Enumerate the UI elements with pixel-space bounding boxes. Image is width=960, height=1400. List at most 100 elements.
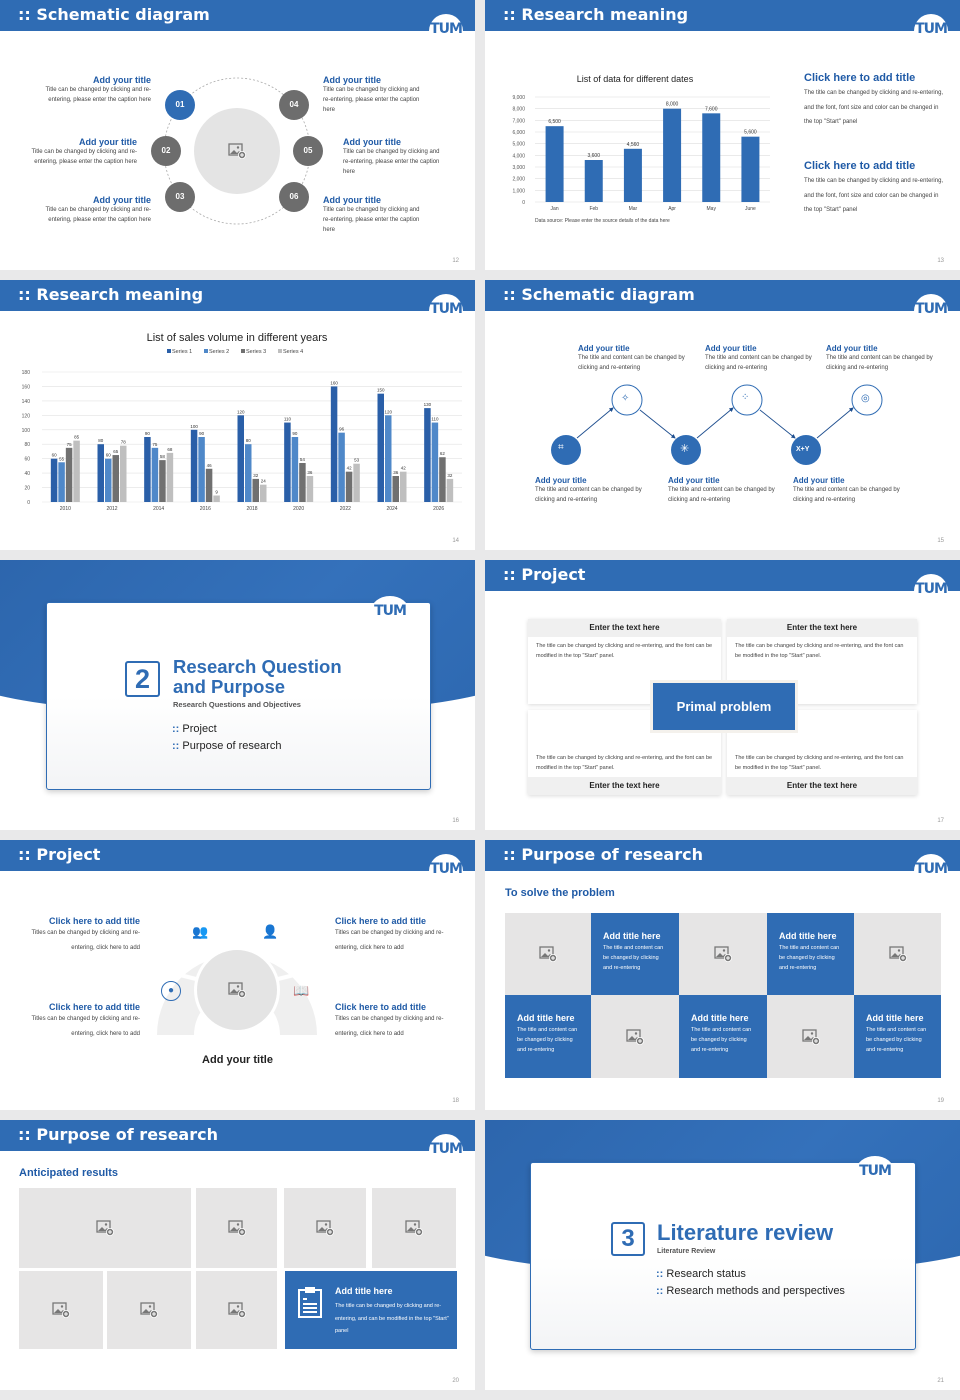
page-number: 20 [452, 1378, 459, 1384]
image-placeholder[interactable] [19, 1188, 191, 1268]
bar [105, 458, 112, 502]
image-placeholder[interactable] [372, 1188, 456, 1268]
image-placeholder[interactable] [194, 947, 280, 1033]
image-placeholder[interactable] [196, 1271, 277, 1349]
text-title[interactable]: Click here to add title [804, 160, 916, 172]
item-title: Add your title [343, 137, 401, 147]
bullet-text: Research methods and perspectives [666, 1285, 845, 1297]
image-placeholder[interactable] [679, 913, 767, 995]
data-label: 32 [447, 473, 453, 478]
image-placeholder[interactable] [767, 995, 854, 1078]
slide-19[interactable]: :: Purpose of research TUM To solve the … [485, 840, 960, 1110]
text-block-06: Add your title Title can be changed by cl… [323, 195, 428, 235]
page-number: 15 [937, 538, 944, 544]
cell-title: Add title here [603, 931, 661, 941]
slide-17[interactable]: :: Project TUM Enter the text here The ti… [485, 560, 960, 830]
slide-21[interactable]: TUM 3 Literature review Literature Revie… [485, 1120, 960, 1390]
tum-logo: TUM [914, 574, 948, 608]
legend-label: Series 2 [209, 349, 229, 355]
slide-16[interactable]: TUM 2 Research Question and Purpose Resea… [0, 560, 475, 830]
cell-text: The title and content can be changed by … [691, 1027, 752, 1053]
image-placeholder[interactable] [591, 995, 679, 1078]
item-text: Titles can be changed by clicking and re… [335, 930, 444, 951]
y-tick-label: 7,000 [512, 118, 525, 124]
text-block-bottom-right: Click here to add title Titles can be cha… [335, 1002, 455, 1042]
bar [284, 422, 291, 502]
data-label: 90 [199, 431, 205, 436]
y-tick-label: 20 [24, 486, 30, 492]
image-placeholder[interactable] [284, 1188, 366, 1268]
slide-15[interactable]: :: Schematic diagram TUM ⌗ ✧ ✳ ⁘ X+Y ◎ A… [485, 280, 960, 550]
item-title[interactable]: Click here to add title [335, 1002, 427, 1012]
data-label: 62 [440, 451, 446, 456]
image-placeholder[interactable] [196, 1188, 277, 1268]
slide-14[interactable]: :: Research meaning TUM List of sales vo… [0, 280, 475, 550]
data-label: 120 [237, 409, 245, 414]
image-add-icon [714, 946, 732, 962]
slide-header: :: Schematic diagram [485, 280, 960, 311]
legend-swatch [278, 349, 282, 353]
slide-12[interactable]: :: Schematic diagram TUM 01 02 03 04 05 … [0, 0, 475, 270]
data-label: 54 [300, 457, 306, 462]
zigzag-arrows [551, 384, 883, 465]
cell-text: The title and content can be changed by … [779, 945, 840, 971]
y-tick-label: 180 [22, 370, 31, 376]
slide-header: :: Research meaning [0, 280, 475, 311]
slide-header: :: Project [485, 560, 960, 591]
page-number: 18 [452, 1098, 459, 1104]
data-label: 90 [145, 431, 151, 436]
bullet-research-methods[interactable]: :: Research methods and perspectives [656, 1285, 845, 1297]
slide-13[interactable]: :: Research meaning TUM List of data for… [485, 0, 960, 270]
step-circle-06: 06 [279, 182, 309, 212]
text-block-03: Add your title Title can be changed by cl… [41, 195, 151, 225]
x-tick-label: 2018 [246, 506, 257, 512]
data-source-note: Data source: Please enter the source det… [535, 218, 670, 224]
bar [260, 484, 267, 502]
page-number: 13 [937, 258, 944, 264]
image-add-icon [316, 1220, 334, 1236]
item-text: Title can be changed by clicking and re-… [31, 149, 137, 165]
x-tick-label: Feb [589, 206, 598, 212]
y-tick-label: 0 [522, 200, 525, 206]
text-title[interactable]: Click here to add title [804, 72, 916, 84]
image-placeholder[interactable] [107, 1271, 191, 1349]
step-circle-01: 01 [165, 90, 195, 120]
item-text: Title can be changed by clicking and re-… [45, 87, 151, 103]
primal-problem-box: Primal problem [653, 683, 795, 730]
item-title[interactable]: Click here to add title [48, 916, 140, 926]
page-number: 14 [452, 538, 459, 544]
bullet-purpose[interactable]: :: Purpose of research [172, 740, 282, 752]
image-placeholder[interactable] [194, 108, 280, 194]
image-placeholder[interactable] [505, 913, 591, 995]
step-circle-03: 03 [165, 182, 195, 212]
tum-logo: TUM [914, 294, 948, 328]
item-title[interactable]: Click here to add title [48, 1002, 140, 1012]
bullet-research-status[interactable]: :: Research status [656, 1268, 746, 1280]
slide-18[interactable]: :: Project TUM 👥 👤 ● 📖 Click here to add… [0, 840, 475, 1110]
item-title[interactable]: Click here to add title [335, 916, 427, 926]
bullet-project[interactable]: :: Project [172, 723, 217, 735]
slide-title-text: Purpose of research [36, 1125, 218, 1144]
data-label: 68 [167, 447, 173, 452]
section-number: 3 [611, 1222, 645, 1256]
image-add-icon [228, 982, 246, 998]
section-subtitle: Literature Review [657, 1248, 716, 1255]
slide-20[interactable]: :: Purpose of research TUM Anticipated r… [0, 1120, 475, 1390]
data-label: 78 [121, 440, 127, 445]
y-tick-label: 60 [24, 457, 30, 463]
y-tick-label: 0 [27, 500, 30, 506]
bar [144, 437, 151, 502]
target-icon: ◎ [861, 393, 870, 404]
image-placeholder[interactable] [854, 913, 941, 995]
y-tick-label: 4,000 [512, 153, 525, 159]
text-block-04: Add your title Title can be changed by cl… [323, 75, 428, 115]
step-text: The title and content can be changed by … [668, 487, 775, 503]
data-label: 3,600 [587, 153, 600, 159]
page-number: 16 [452, 818, 459, 824]
legend-label: Series 1 [172, 349, 192, 355]
image-placeholder[interactable] [19, 1271, 103, 1349]
tum-logo: TUM [914, 854, 948, 888]
image-add-icon [52, 1302, 70, 1318]
bar [112, 455, 119, 502]
tum-logo: TUM [429, 854, 463, 888]
